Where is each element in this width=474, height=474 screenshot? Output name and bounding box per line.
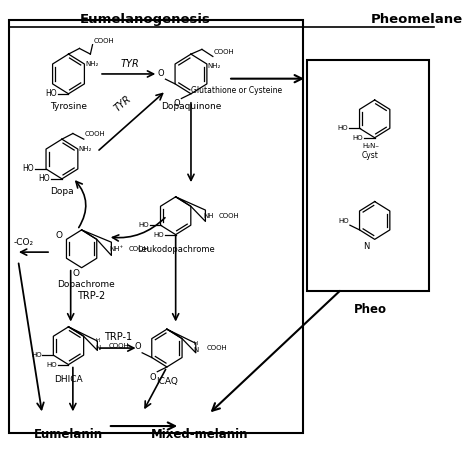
- Text: TYR: TYR: [113, 93, 134, 113]
- Text: Glutathione or Cysteine: Glutathione or Cysteine: [191, 86, 282, 95]
- Text: O: O: [135, 342, 141, 351]
- Text: NH: NH: [203, 213, 214, 219]
- Text: COOH: COOH: [129, 246, 150, 252]
- Text: Dopaquinone: Dopaquinone: [161, 102, 221, 111]
- Text: NH⁺: NH⁺: [109, 246, 123, 252]
- Bar: [307, 60, 429, 292]
- Text: O: O: [150, 373, 156, 382]
- Text: HO: HO: [31, 352, 42, 358]
- Text: HO: HO: [23, 164, 34, 173]
- Text: Leukodopachrome: Leukodopachrome: [137, 245, 215, 254]
- Bar: [9, 19, 302, 433]
- Text: Cyst: Cyst: [362, 151, 379, 160]
- Text: Tyrosine: Tyrosine: [50, 102, 87, 111]
- Text: Eumelanogenesis: Eumelanogenesis: [80, 12, 210, 26]
- Text: DHICA: DHICA: [54, 375, 83, 384]
- Text: O: O: [55, 231, 63, 240]
- Text: NH₂: NH₂: [79, 146, 92, 152]
- Text: COOH: COOH: [108, 343, 129, 349]
- Text: HO: HO: [45, 89, 57, 98]
- Text: Pheo: Pheo: [354, 303, 387, 316]
- Text: Eumelanin: Eumelanin: [34, 428, 103, 441]
- Text: HO: HO: [138, 222, 149, 228]
- Text: HO: HO: [38, 174, 50, 183]
- Text: H: H: [193, 341, 198, 346]
- Text: ICAQ: ICAQ: [156, 377, 178, 386]
- Text: NH₂: NH₂: [85, 61, 99, 67]
- Text: N: N: [363, 242, 369, 251]
- Text: HO: HO: [337, 125, 348, 131]
- Text: N: N: [193, 347, 199, 354]
- Text: COOH: COOH: [85, 131, 105, 137]
- Text: TRP-1: TRP-1: [104, 332, 132, 342]
- Text: Mixed-melanin: Mixed-melanin: [151, 428, 248, 441]
- Text: H₂N–: H₂N–: [362, 144, 379, 149]
- Text: O: O: [158, 69, 164, 78]
- Text: Pheomelane: Pheomelane: [370, 12, 463, 26]
- Text: O: O: [174, 100, 181, 109]
- Text: COOH: COOH: [214, 49, 235, 55]
- Text: COOH: COOH: [207, 345, 228, 351]
- Text: N: N: [95, 345, 100, 351]
- Text: HO: HO: [46, 362, 57, 368]
- Text: COOH: COOH: [219, 213, 239, 219]
- Text: NH₂: NH₂: [208, 63, 221, 69]
- Text: HO: HO: [352, 135, 363, 141]
- Text: TYR: TYR: [120, 59, 139, 69]
- Text: COOH: COOH: [93, 38, 114, 44]
- Text: TRP-2: TRP-2: [77, 291, 106, 301]
- Text: Dopa: Dopa: [50, 187, 74, 196]
- Text: HO: HO: [338, 218, 349, 224]
- Text: -CO₂: -CO₂: [14, 238, 34, 247]
- Text: HO: HO: [153, 232, 164, 237]
- Text: O: O: [73, 269, 80, 278]
- Text: H: H: [95, 338, 100, 344]
- Text: Dopachrome: Dopachrome: [57, 280, 115, 289]
